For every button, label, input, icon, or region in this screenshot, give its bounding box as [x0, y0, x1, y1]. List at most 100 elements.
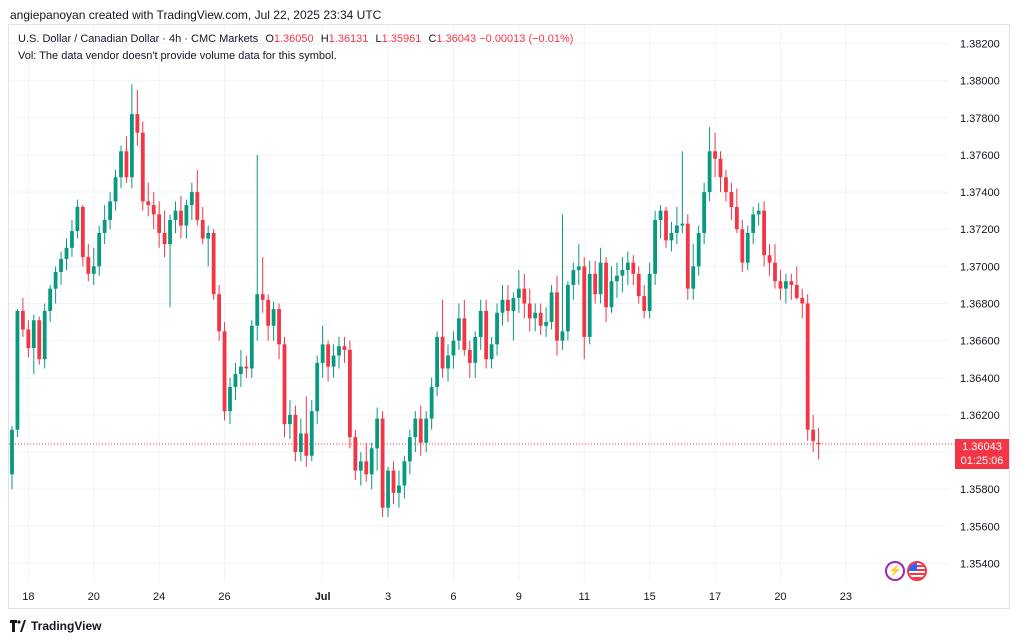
candle-body: [533, 312, 538, 319]
candle-body: [745, 232, 750, 263]
candle-body: [620, 270, 625, 276]
candle-body: [277, 309, 281, 345]
candle-body: [767, 255, 772, 263]
candle-body: [811, 429, 816, 441]
candle-body: [348, 349, 352, 438]
candle-body: [522, 288, 527, 304]
x-tick-label: 23: [840, 591, 852, 603]
candle-body: [794, 284, 799, 298]
candle-body: [206, 232, 211, 239]
candle-body: [189, 192, 194, 206]
candle-body: [42, 310, 47, 360]
x-tick-label: 26: [218, 591, 230, 603]
candle-body: [609, 281, 614, 308]
candle-body: [157, 214, 162, 233]
candle-body: [130, 114, 134, 178]
symbol-label: U.S. Dollar / Canadian Dollar · 4h · CMC…: [18, 33, 259, 45]
candle-body: [593, 273, 598, 295]
candle-body: [222, 331, 227, 412]
candle-body: [353, 437, 358, 471]
y-tick-label: 1.36400: [960, 373, 1000, 385]
candle-body: [228, 387, 232, 412]
candle-body: [233, 374, 238, 388]
candle-body: [729, 192, 734, 207]
candle-body: [113, 177, 118, 202]
y-tick-label: 1.37200: [960, 224, 1000, 236]
candle-body: [740, 229, 745, 263]
candle-body: [179, 210, 183, 226]
candle-body: [26, 329, 31, 349]
candle-body: [598, 262, 603, 295]
candle-body: [304, 433, 309, 456]
candle-body: [631, 262, 636, 274]
tradingview-logo[interactable]: TradingView: [10, 619, 101, 633]
candle-body: [342, 346, 347, 350]
open-label: O: [265, 33, 274, 45]
candle-body: [506, 299, 510, 311]
candle-body: [70, 231, 74, 248]
candle-body: [555, 292, 559, 341]
candle-body: [119, 151, 123, 178]
candle-body: [108, 201, 112, 220]
x-tick-label: 18: [22, 591, 34, 603]
y-tick-label: 1.35600: [960, 521, 1000, 533]
candle-body: [31, 320, 36, 349]
candle-body: [424, 418, 429, 443]
candle-body: [680, 223, 685, 226]
x-tick-label: 24: [153, 591, 165, 603]
x-tick-label: 15: [644, 591, 656, 603]
candle-body: [260, 294, 265, 300]
candle-body: [615, 275, 619, 282]
candle-body: [800, 297, 805, 304]
candle-body: [326, 344, 330, 367]
candle-body: [80, 206, 85, 258]
candle-body: [195, 192, 200, 220]
brand-name: TradingView: [31, 619, 102, 633]
candle-body: [168, 219, 172, 245]
y-tick-label: 1.36800: [960, 299, 1000, 311]
candle-body: [64, 247, 69, 259]
bolt-icon[interactable]: ⚡: [885, 561, 905, 581]
candle-body: [658, 210, 663, 220]
x-tick-label: 3: [385, 591, 391, 603]
candle-body: [331, 355, 336, 367]
candle-body: [173, 210, 178, 220]
candle-body: [489, 344, 494, 360]
y-tick-label: 1.36200: [960, 410, 1000, 422]
last-price-tag: 1.36043 01:25:06: [955, 439, 1009, 469]
candle-body: [571, 270, 576, 285]
close-value: 1.36043: [436, 33, 477, 45]
candle-body: [707, 151, 712, 193]
candle-body: [484, 310, 489, 360]
tradingview-logo-icon: [10, 620, 26, 632]
candle-body: [59, 258, 63, 272]
y-tick-label: 1.37800: [960, 113, 1000, 125]
candle-body: [495, 312, 499, 345]
candle-body: [560, 331, 565, 341]
candle-body: [696, 232, 701, 267]
candle-body: [805, 303, 810, 430]
candle-body: [527, 303, 532, 319]
high-label: H: [320, 33, 329, 45]
candle-body: [102, 219, 107, 233]
candle-body: [48, 288, 53, 311]
x-tick-label: 20: [88, 591, 100, 603]
candle-body: [211, 232, 216, 295]
candle-body: [402, 461, 407, 486]
candle-body: [200, 219, 205, 239]
y-tick-label: 1.37000: [960, 261, 1000, 273]
candle-body: [309, 411, 314, 456]
candle-body: [369, 448, 374, 475]
candle-body: [97, 232, 102, 267]
candle-body: [271, 309, 276, 326]
us-flag-icon[interactable]: [907, 561, 927, 581]
candle-body: [669, 232, 674, 241]
candle-body: [86, 257, 91, 274]
chart-credit: angiepanoyan created with TradingView.co…: [10, 8, 382, 22]
open-value: 1.36050: [273, 33, 314, 45]
x-tick-label: 9: [516, 591, 522, 603]
candle-body: [37, 320, 42, 360]
candle-body: [544, 322, 548, 326]
candle-body: [549, 292, 554, 323]
